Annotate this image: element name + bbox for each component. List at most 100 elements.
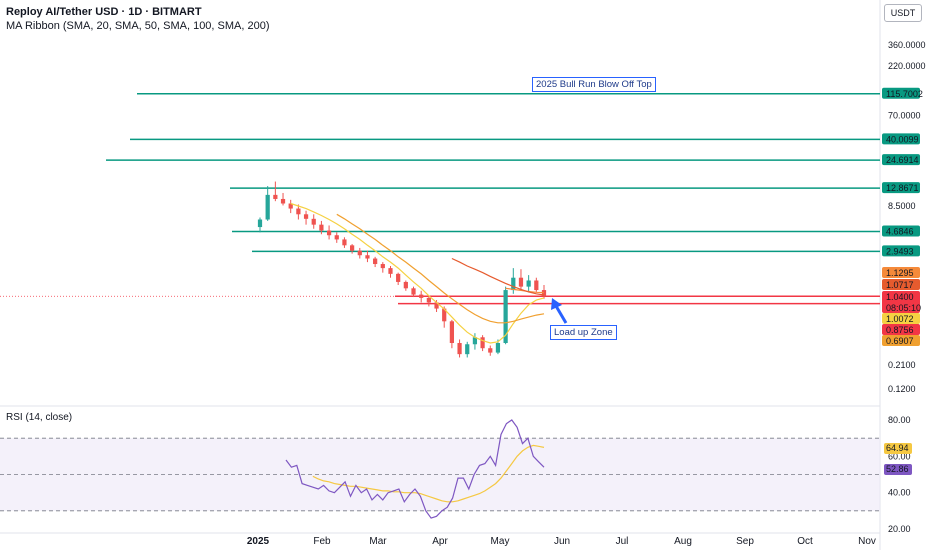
rsi-ma-tag[interactable] [884, 443, 912, 454]
time-axis-label: Oct [797, 536, 813, 547]
candle-body[interactable] [488, 348, 493, 353]
time-axis-label: Jun [554, 536, 570, 547]
candle-body[interactable] [480, 337, 485, 349]
annotation-load-up-zone[interactable]: Load up Zone [550, 325, 617, 340]
time-axis-label: Jul [616, 536, 629, 547]
price-tag-label: 4.6846 [886, 227, 914, 237]
candle-body[interactable] [534, 280, 539, 291]
time-axis-label: Apr [432, 536, 448, 547]
rsi-value-tag[interactable] [884, 464, 912, 475]
time-axis-label: Aug [674, 536, 692, 547]
candle-body[interactable] [426, 297, 431, 303]
price-tag-label: 1.0717 [886, 280, 914, 290]
price-tag[interactable] [882, 324, 920, 335]
price-tag[interactable] [882, 335, 920, 346]
candle-body[interactable] [495, 343, 501, 353]
price-tag-label: 40.0099 [886, 134, 919, 144]
candle-body[interactable] [457, 343, 462, 355]
price-axis-label: 360.0000 [888, 40, 926, 50]
moving-average-line [290, 202, 545, 344]
price-axis-label: 70.0000 [888, 110, 921, 120]
candle-body[interactable] [319, 224, 324, 231]
rsi-band [0, 438, 880, 511]
rsi-axis-label: 80.00 [888, 415, 911, 425]
price-tag-label: 1.0400 [886, 292, 914, 302]
chart-header: Reploy AI/Tether USD · 1D · BITMART MA R… [6, 5, 270, 33]
rsi-axis-label: 20.00 [888, 524, 911, 534]
price-tag[interactable] [882, 87, 920, 99]
candle-body[interactable] [357, 250, 362, 256]
candle-body[interactable] [265, 194, 270, 220]
candle-body[interactable] [380, 264, 385, 269]
rsi-axis-label: 40.00 [888, 488, 911, 498]
candle-body[interactable] [419, 294, 424, 298]
price-tag[interactable] [882, 245, 920, 257]
price-tag[interactable] [882, 279, 920, 290]
candle-body[interactable] [288, 203, 293, 209]
rsi-title[interactable]: RSI (14, close) [6, 412, 73, 423]
candle-body[interactable] [541, 290, 547, 297]
price-tag-label: 115.7002 [886, 89, 923, 99]
price-tag-label: 0.6907 [886, 336, 914, 346]
candle-body[interactable] [296, 208, 301, 215]
price-tag[interactable] [882, 313, 920, 324]
candle-body[interactable] [411, 288, 416, 295]
price-tag-label: 0.8756 [886, 325, 914, 335]
candle-body[interactable] [326, 230, 332, 236]
candle-body[interactable] [334, 235, 339, 240]
candle-body[interactable] [311, 218, 316, 225]
candle-body[interactable] [511, 277, 516, 291]
candle-body[interactable] [273, 194, 278, 199]
price-tag[interactable] [882, 182, 920, 194]
price-axis-label: 0.2100 [888, 360, 916, 370]
time-axis-label: Feb [313, 536, 331, 547]
indicator-legend[interactable]: MA Ribbon (SMA, 20, SMA, 50, SMA, 100, S… [6, 20, 270, 32]
price-tag-label: 1.0072 [886, 314, 914, 324]
price-tag[interactable] [882, 225, 920, 237]
candle-body[interactable] [365, 255, 370, 259]
price-tag-label: 1.1295 [886, 268, 914, 278]
price-tag[interactable] [882, 133, 920, 145]
candle-body[interactable] [449, 321, 455, 344]
rsi-ma-tag-label: 64.94 [886, 443, 909, 453]
price-axis-label: 220.0000 [888, 61, 926, 71]
candle-body[interactable] [434, 302, 439, 309]
candle-body[interactable] [349, 245, 355, 251]
price-tag[interactable] [882, 291, 920, 313]
price-tag-label: 12.8671 [886, 183, 919, 193]
moving-average-line [336, 213, 545, 324]
rsi-axis-label: 60.00 [888, 451, 911, 461]
candle-body[interactable] [526, 280, 531, 287]
candle-body[interactable] [257, 219, 263, 228]
candle-body[interactable] [518, 277, 524, 287]
candle-body[interactable] [396, 273, 401, 282]
candle-body[interactable] [373, 258, 378, 265]
candle-body[interactable] [442, 308, 447, 322]
candle-body[interactable] [503, 290, 508, 344]
price-axis-label: 0.1200 [888, 384, 916, 394]
symbol-title[interactable]: Reploy AI/Tether USD · 1D · BITMART [6, 6, 202, 18]
candle-body[interactable] [403, 281, 408, 289]
time-axis-label: May [491, 536, 510, 547]
currency-selector[interactable]: USDT [884, 4, 922, 22]
price-axis-label: 8.5000 [888, 201, 916, 211]
candle-body[interactable] [280, 198, 286, 204]
candle-body[interactable] [465, 344, 470, 355]
candle-body[interactable] [472, 337, 478, 345]
time-axis-label: Mar [369, 536, 387, 547]
price-tag-label: 24.6914 [886, 155, 919, 165]
candle-body[interactable] [303, 214, 309, 219]
time-axis-label: Nov [858, 536, 876, 547]
candle-body[interactable] [388, 268, 393, 274]
moving-average-line [451, 257, 545, 296]
candle-body[interactable] [342, 239, 347, 246]
price-tag[interactable] [882, 267, 920, 278]
arrow-shaft [554, 305, 568, 324]
price-tag-label: 2.9493 [886, 246, 914, 256]
rsi-value-tag-label: 52.86 [886, 464, 909, 474]
time-axis-label: 2025 [247, 536, 270, 547]
price-tag[interactable] [882, 154, 920, 166]
annotation-blow-off-top[interactable]: 2025 Bull Run Blow Off Top [532, 77, 656, 92]
